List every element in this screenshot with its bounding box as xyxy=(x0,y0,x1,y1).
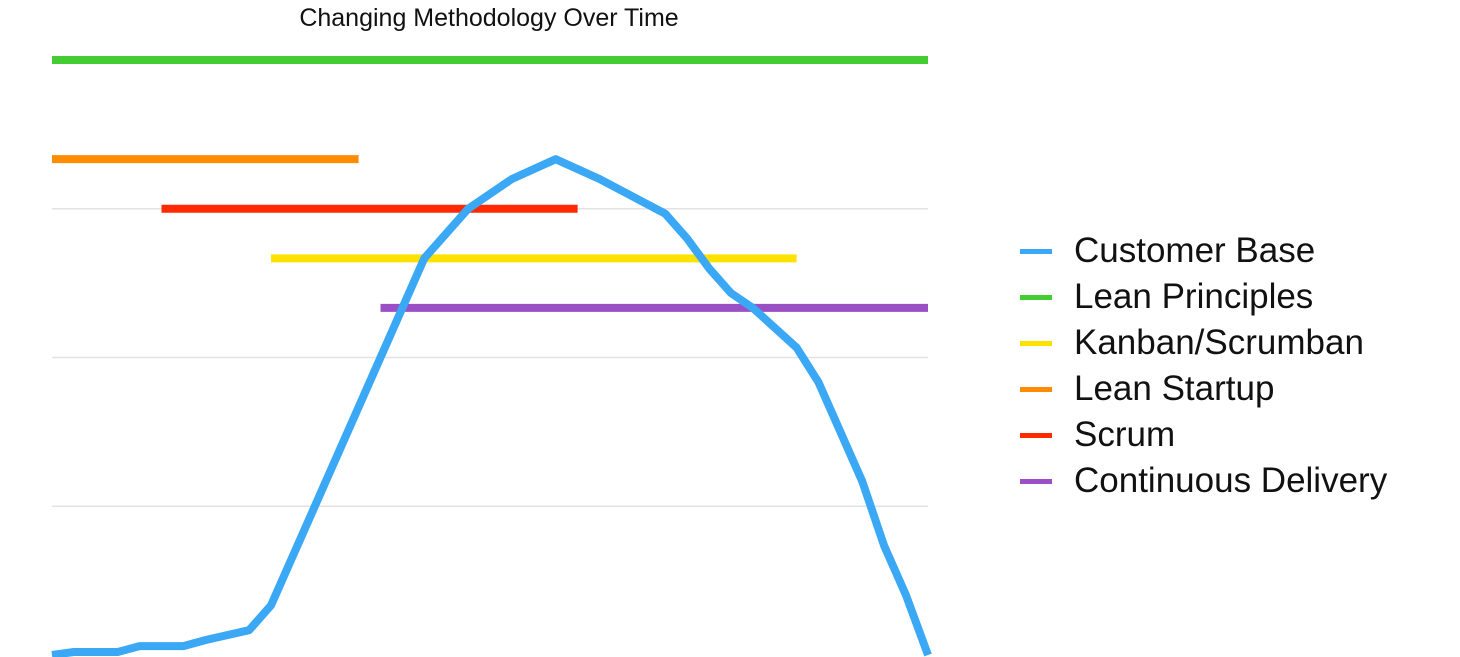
legend-label-continuous-delivery: Continuous Delivery xyxy=(1074,461,1388,500)
legend-item-lean-principles: Lean Principles xyxy=(1020,274,1387,320)
legend-label-customer-base: Customer Base xyxy=(1074,231,1316,270)
legend: Customer Base Lean Principles Kanban/Scrum… xyxy=(1020,228,1387,504)
legend-swatch-customer-base xyxy=(1020,248,1052,254)
gridlines xyxy=(52,208,928,507)
legend-item-scrum: Scrum xyxy=(1020,412,1387,458)
legend-label-lean-principles: Lean Principles xyxy=(1074,277,1314,316)
legend-swatch-lean-startup xyxy=(1020,386,1052,392)
methodology-bars xyxy=(52,56,928,312)
legend-swatch-continuous-delivery xyxy=(1020,478,1052,484)
customer-base-line-layer xyxy=(51,155,932,657)
legend-item-lean-startup: Lean Startup xyxy=(1020,366,1387,412)
legend-item-continuous-delivery: Continuous Delivery xyxy=(1020,458,1387,504)
series-line-customer-base xyxy=(51,155,932,657)
legend-label-scrum: Scrum xyxy=(1074,415,1176,454)
legend-item-kanban-scrumban: Kanban/Scrumban xyxy=(1020,320,1387,366)
chart-title: Changing Methodology Over Time xyxy=(299,4,679,32)
legend-item-customer-base: Customer Base xyxy=(1020,228,1387,274)
legend-swatch-scrum xyxy=(1020,432,1052,438)
legend-swatch-lean-principles xyxy=(1020,294,1052,300)
legend-swatch-kanban-scrumban xyxy=(1020,340,1052,346)
legend-label-lean-startup: Lean Startup xyxy=(1074,369,1275,408)
legend-label-kanban-scrumban: Kanban/Scrumban xyxy=(1074,323,1364,362)
